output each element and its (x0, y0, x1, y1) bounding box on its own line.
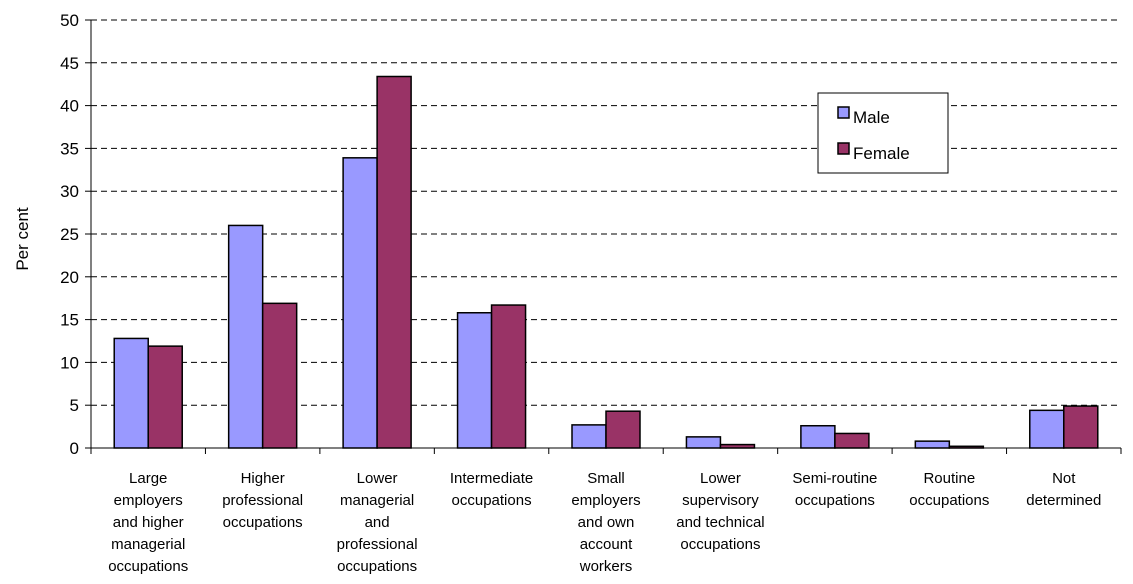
bar-male-7 (800, 424, 836, 449)
y-tick-label: 25 (60, 225, 79, 244)
x-category-label: Large employers and higher managerial occupa… (108, 470, 188, 575)
x-category-label: Small employers and own account workers (571, 470, 640, 575)
axes (90, 20, 1122, 454)
bar-male-4 (456, 312, 493, 449)
bar-male-1 (113, 337, 149, 449)
x-category-label: Not determined (1026, 470, 1101, 509)
y-tick-label: 5 (70, 396, 79, 415)
y-tick-label: 20 (60, 268, 79, 287)
legend-male-label: Male (853, 108, 890, 127)
x-axis-category-labels: Large employers and higher managerial occupa… (108, 470, 1101, 575)
y-tick-label: 50 (60, 11, 79, 30)
bars (113, 75, 1099, 449)
bar-female-2 (261, 302, 298, 449)
x-category-label: Higher professional occupations (222, 470, 303, 531)
bar-female-3 (376, 75, 412, 449)
legend-male-swatch (837, 106, 850, 119)
x-category-label: Semi-routine occupations (792, 470, 877, 509)
legend: Male Female (817, 92, 949, 174)
bar-male-2 (227, 224, 264, 449)
y-tick-label: 15 (60, 311, 79, 330)
x-category-label: Intermediate occupations (450, 470, 533, 509)
y-axis-ticks: 0 5 10 15 20 25 30 35 40 45 50 (60, 11, 91, 458)
y-tick-label: 35 (60, 139, 79, 158)
bar-female-7 (834, 432, 870, 449)
y-tick-label: 30 (60, 182, 79, 201)
legend-female-swatch (837, 142, 850, 155)
y-axis-label: Per cent (13, 207, 32, 271)
bar-female-9 (1063, 405, 1099, 449)
bar-male-8 (914, 440, 951, 449)
bar-male-3 (342, 157, 378, 449)
y-tick-label: 0 (70, 439, 79, 458)
bar-female-6 (719, 443, 756, 449)
bar-female-4 (490, 304, 527, 449)
legend-female-label: Female (853, 144, 910, 163)
bar-male-9 (1029, 409, 1065, 449)
y-tick-label: 40 (60, 97, 79, 116)
bar-male-5 (571, 424, 607, 449)
y-tick-label: 45 (60, 54, 79, 73)
x-category-label: Lower supervisory and technical occupations (676, 470, 764, 553)
bar-female-1 (147, 345, 183, 449)
y-tick-label: 10 (60, 353, 79, 372)
x-category-label: Lower managerial and professional occupation… (337, 470, 418, 575)
bar-male-6 (685, 436, 722, 449)
bar-female-5 (605, 410, 641, 449)
x-category-label: Routine occupations (909, 470, 989, 509)
